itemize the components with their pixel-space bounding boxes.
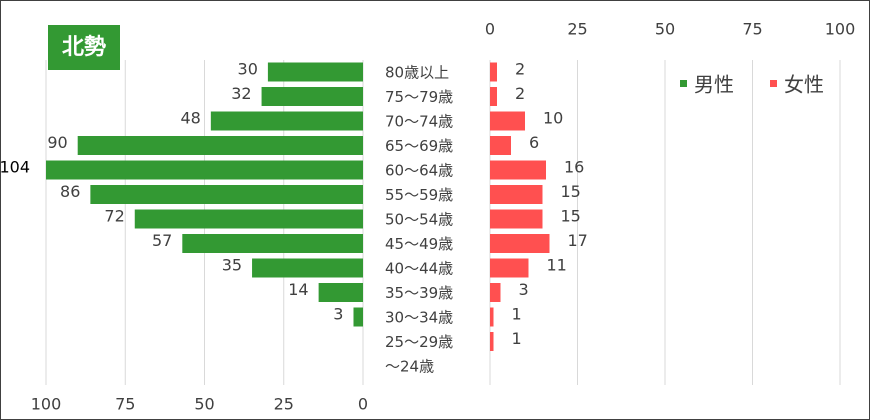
data-label: 90 <box>47 133 67 152</box>
bar <box>490 136 511 155</box>
category-label: 60～64歳 <box>385 162 453 180</box>
bar <box>252 258 363 278</box>
bar <box>490 258 529 278</box>
legend-label: 男性 <box>694 73 734 97</box>
bar <box>490 87 497 106</box>
bar <box>490 283 501 302</box>
x-tick-label: 25 <box>274 395 294 414</box>
data-label: 1 <box>512 305 522 324</box>
data-label: 104 <box>0 158 30 177</box>
x-tick-label: 50 <box>194 395 214 414</box>
category-label: 65～69歳 <box>385 137 453 155</box>
bar <box>77 136 363 155</box>
data-label: 15 <box>561 207 581 226</box>
chart-title: 北勢 <box>62 34 106 60</box>
bar <box>261 87 363 106</box>
category-label: 55～59歳 <box>385 186 453 204</box>
category-label: 35～39歳 <box>385 284 453 302</box>
data-label: 57 <box>152 231 172 250</box>
category-label: 25～29歳 <box>385 333 453 351</box>
x-tick-label: 0 <box>358 395 368 414</box>
data-label: 32 <box>231 84 251 103</box>
bar <box>46 160 363 180</box>
data-label: 35 <box>222 256 242 275</box>
bar <box>318 283 363 302</box>
data-label: 72 <box>104 207 124 226</box>
legend-label: 女性 <box>784 73 824 97</box>
x-tick-label: 25 <box>567 20 587 39</box>
legend-swatch <box>680 80 687 87</box>
data-label: 17 <box>568 231 588 250</box>
x-tick-label: 75 <box>742 20 762 39</box>
bar <box>90 185 363 204</box>
bar <box>490 234 550 253</box>
bar <box>210 111 363 131</box>
category-label: 40～44歳 <box>385 260 453 278</box>
category-label: 70～74歳 <box>385 113 453 131</box>
data-label: 15 <box>561 182 581 201</box>
legend-swatch <box>770 80 777 87</box>
marks <box>46 62 550 351</box>
category-label: ～24歳 <box>385 358 434 376</box>
x-tick-label: 100 <box>31 395 62 414</box>
bar <box>490 111 525 131</box>
bar <box>490 332 494 351</box>
x-tick-label: 50 <box>655 20 675 39</box>
x-tick-label: 0 <box>485 20 495 39</box>
data-label: 1 <box>512 329 522 348</box>
bar <box>182 234 363 253</box>
category-label: 30～34歳 <box>385 309 453 327</box>
data-label: 16 <box>564 158 584 177</box>
title-box <box>48 25 120 70</box>
data-label: 30 <box>238 60 258 79</box>
bar <box>490 160 546 180</box>
data-label: 3 <box>333 305 343 324</box>
data-label: 2 <box>515 60 525 79</box>
bar <box>134 209 363 229</box>
bar <box>267 62 363 82</box>
data-label: 3 <box>519 280 529 299</box>
data-label: 14 <box>288 280 308 299</box>
x-tick-label: 100 <box>825 20 856 39</box>
data-label: 10 <box>543 109 563 128</box>
category-label: 75～79歳 <box>385 88 453 106</box>
category-label: 80歳以上 <box>385 64 449 82</box>
bar <box>353 307 363 327</box>
bar <box>490 62 497 82</box>
bar <box>490 307 494 327</box>
x-tick-label: 75 <box>115 395 135 414</box>
data-label: 86 <box>60 182 80 201</box>
bar <box>490 209 543 229</box>
data-label: 11 <box>547 256 567 275</box>
data-label: 48 <box>180 109 200 128</box>
category-label: 50～54歳 <box>385 211 453 229</box>
bar <box>490 185 543 204</box>
data-label: 6 <box>529 133 539 152</box>
category-label: 45～49歳 <box>385 235 453 253</box>
data-label: 2 <box>515 84 525 103</box>
